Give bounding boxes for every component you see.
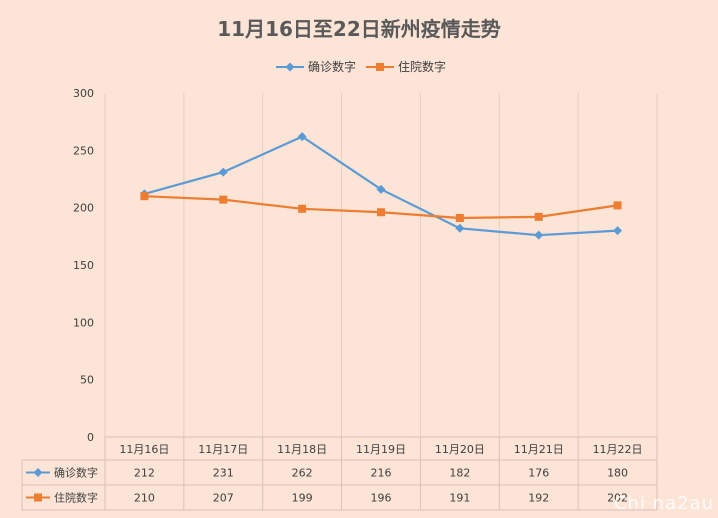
- table-cell: 182: [449, 467, 470, 480]
- y-axis: 0 50 100 150 200 250 300: [73, 87, 94, 444]
- table-cell: 231: [213, 467, 234, 480]
- table-cell: 180: [607, 467, 628, 480]
- table-cell: 210: [134, 492, 155, 505]
- table-cell: 207: [213, 492, 234, 505]
- data-point: [613, 226, 623, 236]
- table-cell: 176: [528, 467, 549, 480]
- x-tick-label: 11月19日: [356, 443, 406, 456]
- data-table: 11月16日 11月17日 11月18日 11月19日 11月20日 11月21日 11月2…: [21, 437, 658, 511]
- table-cell: 202: [607, 492, 628, 505]
- data-point: [218, 167, 228, 177]
- y-tick-label: 250: [73, 144, 94, 157]
- legend: 确诊数字 住院数字: [276, 59, 446, 74]
- data-point: [298, 204, 307, 213]
- table-cell: 262: [292, 467, 313, 480]
- legend-label: 确诊数字: [308, 59, 356, 74]
- data-point: [613, 201, 622, 210]
- y-tick-label: 0: [87, 431, 94, 444]
- data-point: [455, 223, 465, 233]
- legend-label: 住院数字: [398, 59, 446, 74]
- x-tick-label: 11月17日: [198, 443, 248, 456]
- table-cell: 216: [371, 467, 392, 480]
- data-point: [534, 212, 543, 221]
- table-cell: 212: [134, 467, 155, 480]
- table-row-label: 住院数字: [54, 491, 98, 505]
- x-tick-label: 11月21日: [514, 443, 564, 456]
- legend-marker: [285, 62, 295, 72]
- table-cell: 191: [449, 492, 470, 505]
- y-tick-label: 150: [73, 259, 94, 272]
- table-cell: 196: [371, 492, 392, 505]
- watermark: Chi na2au: [613, 493, 714, 514]
- data-point: [377, 208, 385, 217]
- table-cell: 199: [292, 492, 313, 505]
- data-point: [455, 213, 464, 222]
- x-tick-label: 11月20日: [435, 443, 485, 456]
- table-legend-marker: [34, 493, 42, 502]
- y-tick-label: 300: [73, 87, 94, 100]
- data-point: [140, 192, 149, 201]
- table-row-label: 确诊数字: [54, 466, 98, 480]
- chart-title: 11月16日至22日新州疫情走势: [217, 17, 501, 41]
- table-legend-marker: [33, 468, 43, 477]
- y-tick-label: 50: [80, 374, 94, 387]
- series-group: [139, 132, 623, 240]
- x-tick-label: 11月16日: [119, 443, 169, 456]
- gridlines: [104, 93, 658, 438]
- x-tick-label: 11月18日: [277, 443, 327, 456]
- data-point: [219, 195, 228, 204]
- x-tick-label: 11月22日: [593, 443, 643, 456]
- table-cell: 192: [528, 492, 549, 505]
- data-point: [297, 132, 307, 142]
- legend-marker: [376, 63, 384, 71]
- y-tick-label: 200: [73, 202, 94, 215]
- data-point: [376, 184, 386, 194]
- y-tick-label: 100: [73, 316, 94, 329]
- data-point: [534, 230, 544, 240]
